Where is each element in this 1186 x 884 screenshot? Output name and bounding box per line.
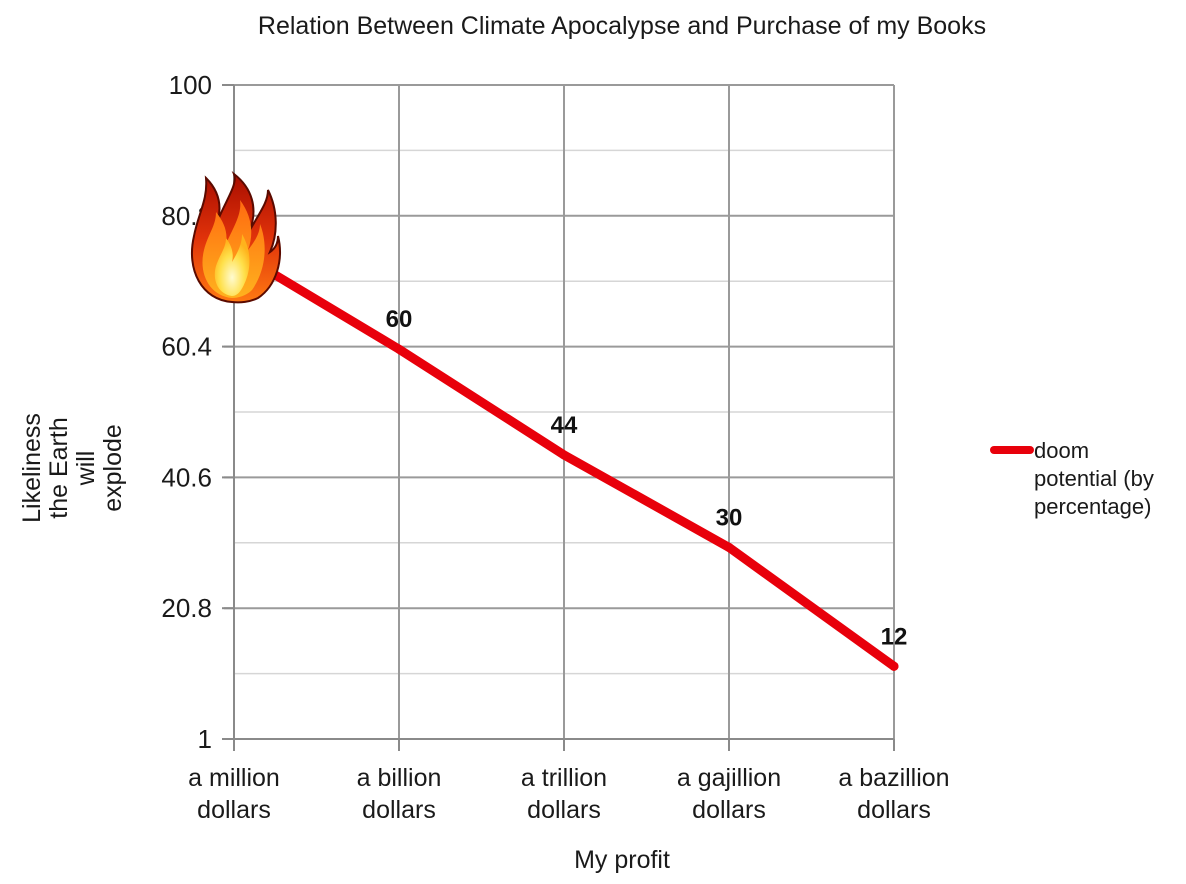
data-label: 44 [551, 412, 578, 439]
x-tick-label-line: dollars [197, 796, 271, 824]
data-label: 30 [716, 504, 743, 531]
chart-title: Relation Between Climate Apocalypse and … [258, 12, 986, 40]
y-tick-label: 1 [198, 724, 212, 754]
data-point [724, 542, 734, 552]
y-tick-label: 40.6 [161, 462, 212, 492]
x-tick-label-line: a billion [357, 764, 442, 792]
y-axis-title-text: Likelinessthe Earthwillexplode [18, 413, 127, 523]
data-label: 60 [386, 306, 413, 333]
x-tick-label: a trillion dollars [521, 764, 607, 824]
legend-label: doom potential (by percentage) [1034, 438, 1160, 519]
x-tick-label-line: a bazillion [838, 764, 949, 792]
y-tick-label: 20.8 [161, 593, 212, 623]
data-point [889, 661, 899, 671]
data-point [394, 344, 404, 354]
x-tick-label-line: a gajillion [677, 764, 781, 792]
x-tick-label-line: dollars [362, 796, 436, 824]
y-axis-title-line: explode [99, 424, 127, 512]
data-point [559, 450, 569, 460]
y-tick-label: 100 [169, 70, 212, 100]
legend-label-line: doom [1034, 438, 1089, 463]
x-tick-label: a million dollars [188, 764, 280, 824]
x-tick-label: a billion dollars [357, 764, 442, 824]
data-label: 12 [881, 623, 908, 650]
y-axis-title-line: the Earth [45, 417, 73, 518]
x-tick-label-line: dollars [692, 796, 766, 824]
legend: doom potential (by percentage) [990, 438, 1160, 519]
legend-label-line: potential (by [1034, 466, 1154, 491]
y-axis-title-line: Likeliness [18, 413, 46, 523]
y-axis-title-line: will [72, 451, 100, 487]
x-tick-label-line: dollars [857, 796, 931, 824]
y-axis-title: Likelinessthe Earthwillexplode [18, 413, 127, 523]
fire-icon [191, 170, 281, 304]
x-axis-title: My profit [574, 846, 670, 874]
x-tick-label: a bazillion dollars [838, 764, 949, 824]
grid-lines [224, 84, 895, 739]
x-tick-label-line: a million [188, 764, 280, 792]
y-tick-label: 60.4 [161, 332, 212, 362]
x-tick-label-line: a trillion [521, 764, 607, 792]
legend-label-line: percentage) [1034, 494, 1151, 519]
x-tick-label: a gajillion dollars [677, 764, 781, 824]
x-tick-label-line: dollars [527, 796, 601, 824]
